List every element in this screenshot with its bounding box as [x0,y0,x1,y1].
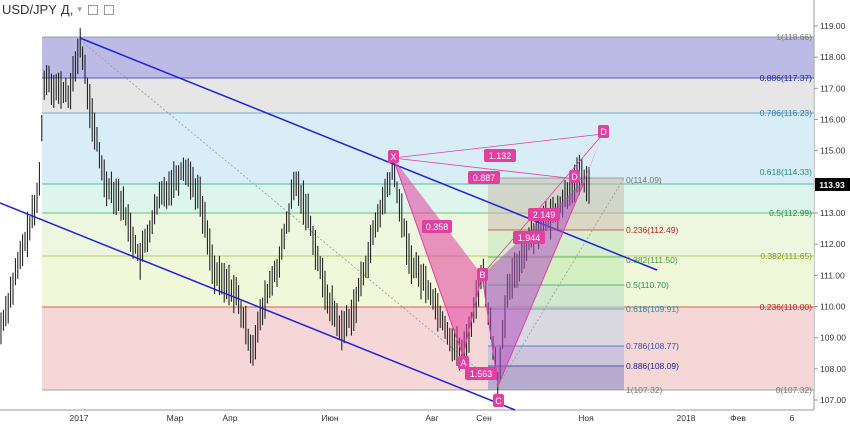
y-tick-label: 111.00 [820,270,845,280]
y-tick-label: 118.00 [820,52,846,62]
fib-level-label: 0.236(110.00) [760,302,812,312]
y-tick-label: 116.00 [820,115,846,125]
ratio-label: 1.132 [489,151,512,161]
last-price-label: 113.93 [819,180,845,190]
price-axis[interactable]: 119.00118.00117.00116.00115.00114.00113.… [814,21,846,405]
x-tick-label: Авг [425,413,438,423]
fib-level-label: 1(118.66) [776,32,812,42]
point-b-label: B [479,270,485,280]
y-tick-label: 117.00 [820,83,846,93]
fib-level-label: 0.5(110.70) [626,280,669,290]
y-tick-label: 110.00 [820,302,846,312]
y-tick-label: 112.00 [820,239,846,249]
x-tick-label: Июн [321,413,338,423]
last-price-tag: 113.93 [815,178,850,191]
chart-title-bar: USD/JPY Д, ▾ [2,2,114,17]
fib-level-label: 0.886(117.37) [760,73,812,83]
fib-level-label: 1(107.32) [626,385,663,395]
y-tick-label: 108.00 [820,364,846,374]
x-tick-label: 6 [790,413,795,423]
fib-level-label: 0.382(111.65) [760,251,812,261]
fib-level-label: 0.618(109.91) [626,304,679,314]
ratio-label: 2.149 [533,210,556,220]
close-icon[interactable] [103,4,114,15]
settings-icon[interactable] [87,4,98,15]
fib-level-label: 0.236(112.49) [626,225,678,235]
x-tick-label: Сен [476,413,492,423]
fib-left-labels: 1(118.66) 0.886(117.37) 0.786(116.23) 0.… [760,32,812,395]
x-tick-label: Ноя [578,413,594,423]
x-tick-label: 2018 [677,413,696,423]
fib-level-label: 0.618(114.33) [760,167,812,177]
x-tick-label: Мар [167,413,184,423]
fib-level-label: 0.786(116.23) [760,108,812,118]
y-tick-label: 109.00 [820,333,846,343]
y-tick-label: 115.00 [820,146,846,156]
y-tick-label: 119.00 [820,21,846,31]
fib-level-label: 0.786(108.77) [626,341,679,351]
ratio-label: 0.887 [473,173,496,183]
ratio-label: 1.944 [518,233,541,243]
point-x-label: X [390,152,396,162]
point-a-label: A [460,358,466,368]
fib-right-labels: 0(114.09) 0.236(112.49) 0.382(111.50) 0.… [626,175,679,395]
ratio-label: 1.563 [470,369,493,379]
fib-level-label: 0.886(108.09) [626,361,679,371]
pattern-labels: X A B C D D 0.358 1.132 0.887 1.563 1.94… [388,125,609,407]
fib-level-label: 0(114.09) [626,175,662,185]
x-tick-label: Апр [223,413,238,423]
point-d-label: D [600,127,607,137]
y-tick-label: 107.00 [820,395,846,405]
timeframe-label[interactable]: Д, [60,2,74,17]
symbol-label[interactable]: USD/JPY [2,2,57,17]
ratio-label: 0.358 [426,222,449,232]
harmonic-pattern[interactable] [392,133,604,388]
x-tick-label: Фев [730,413,746,423]
chevron-down-icon[interactable]: ▾ [77,4,82,14]
point-c-label: C [495,396,502,406]
y-tick-label: 113.00 [820,208,846,218]
x-tick-label: 2017 [70,413,89,423]
point-d-label: D [571,172,578,182]
fib-level-label: 0.382(111.50) [626,255,678,265]
time-axis[interactable]: 2017 Мар Апр Июн Авг Сен Ноя 2018 Фев 6 [70,413,795,423]
fib-level-label: 0(107.32) [776,385,813,395]
fib-level-label: 0.5(112.99) [769,208,812,218]
